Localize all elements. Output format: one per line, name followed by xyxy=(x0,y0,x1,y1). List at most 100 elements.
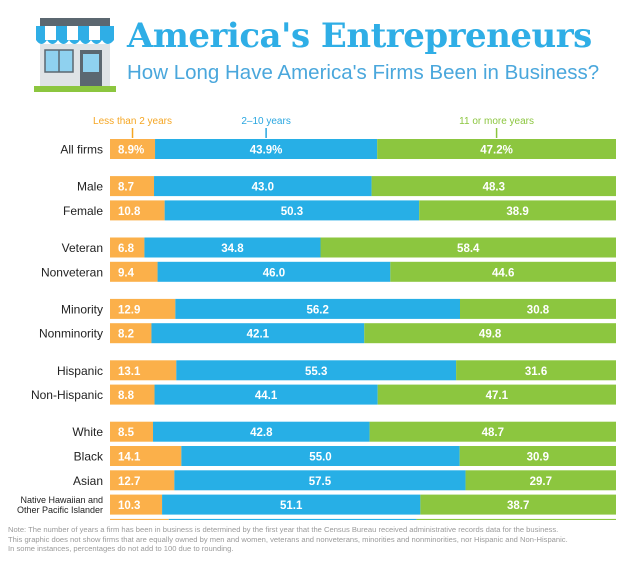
row-label: Female xyxy=(63,204,103,218)
bar-segment-11-or-more-years xyxy=(364,323,616,344)
bar-segment-11-or-more-years xyxy=(416,518,616,520)
bar-segment-2-10-years xyxy=(154,384,378,405)
storefront-icon xyxy=(34,18,116,92)
legend: Less than 2 years 2–10 years 11 or more … xyxy=(93,116,534,138)
legend-2-10-years: 2–10 years xyxy=(241,116,290,127)
bar-row: Minority 12.9 56.2 30.8 xyxy=(61,298,616,319)
row-label: Black xyxy=(74,450,104,464)
row-label: Minority xyxy=(61,302,103,316)
bar-segment-2-10-years xyxy=(153,421,370,442)
bar-value-label: 57.5 xyxy=(309,476,332,488)
bar-segment-less-than-2-years xyxy=(110,298,176,319)
bar-value-label: 43.0 xyxy=(252,182,274,194)
bar-segment-less-than-2-years xyxy=(110,200,165,221)
bar-value-label: 46.0 xyxy=(263,267,285,279)
bar-segment-11-or-more-years xyxy=(377,384,616,405)
row-label: Nonveteran xyxy=(41,265,103,279)
bar-segment-11-or-more-years xyxy=(390,261,616,282)
row-label: All firms xyxy=(60,143,103,157)
bar-row: All firms 8.9% 43.9% 47.2% xyxy=(60,139,616,159)
bar-value-label: 44.6 xyxy=(492,267,514,279)
bar-value-label: 49.8 xyxy=(479,329,502,341)
bar-value-label: 44.1 xyxy=(255,390,278,402)
bar-segment-2-10-years xyxy=(144,237,321,258)
bar-value-label: 13.1 xyxy=(118,366,141,378)
row-label: White xyxy=(72,425,103,439)
bar-segment-less-than-2-years xyxy=(110,494,163,515)
bar-segment-less-than-2-years xyxy=(110,176,155,197)
bar-row: American Indianand Alaska Native11.648.9… xyxy=(38,518,616,520)
storefront-roof-bar xyxy=(40,18,110,26)
bar-value-label: 8.5 xyxy=(118,427,135,439)
bar-value-label: 42.1 xyxy=(247,329,270,341)
bar-value-label: 6.8 xyxy=(118,243,135,255)
row-label: Male xyxy=(77,180,103,194)
bar-segment-2-10-years xyxy=(164,200,420,221)
bar-segment-2-10-years xyxy=(174,470,466,491)
bar-segment-11-or-more-years xyxy=(419,200,616,221)
bar-segment-less-than-2-years xyxy=(110,261,158,282)
bar-segment-2-10-years xyxy=(168,518,417,520)
storefront-awning-scallops xyxy=(36,40,114,44)
bar-value-label: 30.8 xyxy=(527,304,550,316)
bar-segment-2-10-years xyxy=(151,323,365,344)
bar-value-label: 12.7 xyxy=(118,476,140,488)
footnote-line: This graphic does not show firms that ar… xyxy=(8,534,568,544)
footnote: Note: The number of years a firm has bee… xyxy=(8,525,628,554)
row-label: Other Pacific Islander xyxy=(17,505,103,515)
bar-segment-2-10-years xyxy=(181,446,460,466)
bar-value-label: 34.8 xyxy=(221,243,244,255)
bar-value-label: 47.2% xyxy=(480,145,513,157)
storefront-awning-stripes xyxy=(45,26,100,40)
bar-segment-less-than-2-years xyxy=(110,421,154,442)
bar-row: Veteran 6.8 34.8 58.4 xyxy=(62,237,616,258)
bar-value-label: 47.1 xyxy=(486,390,509,402)
bar-value-label: 51.1 xyxy=(280,500,303,512)
stacked-bar-chart: Less than 2 years 2–10 years 11 or more … xyxy=(17,116,616,520)
bar-value-label: 8.8 xyxy=(118,390,135,402)
bar-row: Asian 12.7 57.5 29.7 xyxy=(73,470,616,491)
bar-segment-11-or-more-years xyxy=(377,139,616,159)
storefront-base xyxy=(34,86,116,92)
bar-segment-11-or-more-years xyxy=(465,470,616,491)
bar-segment-11-or-more-years xyxy=(369,421,616,442)
bar-value-label: 48.3 xyxy=(483,182,505,194)
row-label: Asian xyxy=(73,474,103,488)
row-label: Veteran xyxy=(62,241,103,255)
bar-segment-less-than-2-years xyxy=(110,360,177,381)
bar-segment-less-than-2-years xyxy=(110,323,152,344)
bar-segment-2-10-years xyxy=(155,139,378,159)
bar-value-label: 55.0 xyxy=(309,452,331,464)
bar-value-label: 8.2 xyxy=(118,329,134,341)
bar-segment-11-or-more-years xyxy=(320,237,616,258)
row-label: Hispanic xyxy=(57,364,103,378)
bar-value-label: 8.7 xyxy=(118,182,134,194)
bar-segment-11-or-more-years xyxy=(420,494,616,515)
bar-value-label: 50.3 xyxy=(281,206,303,218)
bar-value-label: 10.8 xyxy=(118,206,141,218)
legend-11-or-more-years: 11 or more years xyxy=(459,116,534,127)
bar-segment-less-than-2-years xyxy=(110,470,175,491)
bar-value-label: 29.7 xyxy=(530,476,552,488)
bar-segment-11-or-more-years xyxy=(456,360,616,381)
bar-value-label: 56.2 xyxy=(306,304,328,316)
bar-row: Female 10.8 50.3 38.9 xyxy=(63,200,616,221)
bar-value-label: 9.4 xyxy=(118,267,135,279)
bar-value-label: 8.9% xyxy=(118,145,144,157)
bar-segment-2-10-years xyxy=(176,360,457,381)
bar-segment-less-than-2-years xyxy=(110,384,155,405)
bar-value-label: 55.3 xyxy=(305,366,327,378)
bar-value-label: 14.1 xyxy=(118,452,141,464)
bar-value-label: 43.9% xyxy=(250,145,283,157)
bar-row: Black 14.1 55.0 30.9 xyxy=(74,446,616,466)
bar-value-label: 38.7 xyxy=(507,500,529,512)
bar-row: Nonveteran 9.4 46.0 44.6 xyxy=(41,261,616,282)
bar-rows: All firms 8.9% 43.9% 47.2% Male 8.7 43.0 48.3 Fe… xyxy=(17,139,616,520)
bar-segment-11-or-more-years xyxy=(459,446,616,466)
bar-segment-2-10-years xyxy=(175,298,460,319)
chart-subtitle: How Long Have America's Firms Been in Bu… xyxy=(127,61,600,84)
bar-row: Non-Hispanic 8.8 44.1 47.1 xyxy=(31,384,616,405)
bar-value-label: 48.7 xyxy=(482,427,504,439)
bar-segment-less-than-2-years xyxy=(110,139,156,159)
